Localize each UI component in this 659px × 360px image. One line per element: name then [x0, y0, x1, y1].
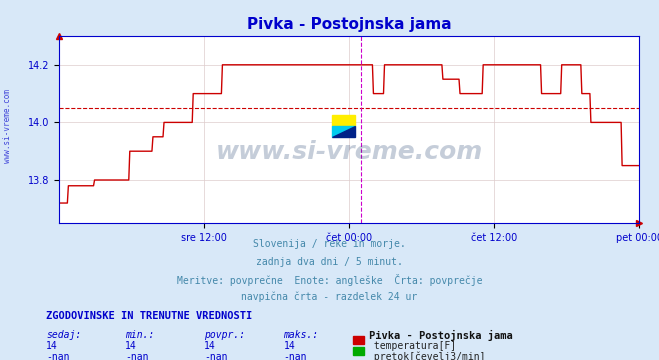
- Text: ZGODOVINSKE IN TRENUTNE VREDNOSTI: ZGODOVINSKE IN TRENUTNE VREDNOSTI: [46, 311, 252, 321]
- Text: -nan: -nan: [46, 352, 70, 360]
- Text: Meritve: povprečne  Enote: angleške  Črta: povprečje: Meritve: povprečne Enote: angleške Črta:…: [177, 274, 482, 286]
- Text: 14: 14: [204, 341, 216, 351]
- Text: temperatura[F]: temperatura[F]: [368, 341, 456, 351]
- Text: pretok[čevelj3/min]: pretok[čevelj3/min]: [368, 352, 485, 360]
- Text: zadnja dva dni / 5 minut.: zadnja dva dni / 5 minut.: [256, 257, 403, 267]
- Title: Pivka - Postojnska jama: Pivka - Postojnska jama: [247, 17, 451, 32]
- Text: -nan: -nan: [283, 352, 307, 360]
- Text: -nan: -nan: [204, 352, 228, 360]
- Text: povpr.:: povpr.:: [204, 330, 245, 340]
- Text: Slovenija / reke in morje.: Slovenija / reke in morje.: [253, 239, 406, 249]
- Polygon shape: [332, 126, 355, 137]
- Text: sedaj:: sedaj:: [46, 330, 81, 340]
- Text: www.si-vreme.com: www.si-vreme.com: [215, 140, 483, 164]
- Text: -nan: -nan: [125, 352, 149, 360]
- Text: www.si-vreme.com: www.si-vreme.com: [3, 89, 13, 163]
- Text: maks.:: maks.:: [283, 330, 318, 340]
- Text: 14: 14: [283, 341, 295, 351]
- Text: navpična črta - razdelek 24 ur: navpična črta - razdelek 24 ur: [241, 291, 418, 302]
- Bar: [353, 347, 364, 355]
- Text: 14: 14: [46, 341, 58, 351]
- Text: 14: 14: [125, 341, 137, 351]
- Text: Pivka - Postojnska jama: Pivka - Postojnska jama: [369, 330, 513, 341]
- Polygon shape: [332, 126, 355, 137]
- Bar: [332, 114, 355, 126]
- Bar: [353, 336, 364, 344]
- Text: min.:: min.:: [125, 330, 155, 340]
